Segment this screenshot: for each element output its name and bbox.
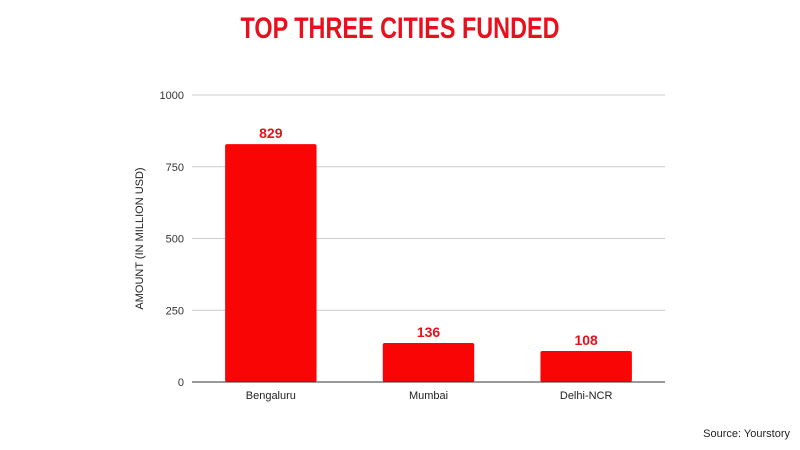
source-note: Source: Yourstory <box>703 428 790 440</box>
x-axis-categories: Bengaluru Mumbai Delhi-NCR <box>246 390 613 402</box>
y-tick-label: 0 <box>178 377 184 389</box>
y-tick-label: 750 <box>166 162 184 174</box>
y-tick-label: 250 <box>166 305 184 317</box>
data-label: 108 <box>574 332 598 348</box>
chart-title: TOP THREE CITIES FUNDED <box>240 12 560 45</box>
x-category-label: Delhi-NCR <box>560 390 613 402</box>
y-tick-label: 1000 <box>160 90 184 102</box>
bar-mumbai <box>382 342 475 382</box>
bar-delhi-ncr <box>540 351 632 382</box>
y-axis-ticks: 0 250 500 750 1000 <box>160 90 184 389</box>
bars <box>225 144 632 382</box>
data-label: 829 <box>259 125 283 141</box>
y-tick-label: 500 <box>166 234 184 246</box>
y-axis-title: AMOUNT (IN MILLION USD) <box>134 167 146 309</box>
data-label: 136 <box>417 324 441 340</box>
x-category-label: Mumbai <box>409 390 448 402</box>
x-category-label: Bengaluru <box>246 390 296 402</box>
data-labels: 829 136 108 <box>259 125 598 348</box>
bar-bengaluru <box>225 144 317 382</box>
